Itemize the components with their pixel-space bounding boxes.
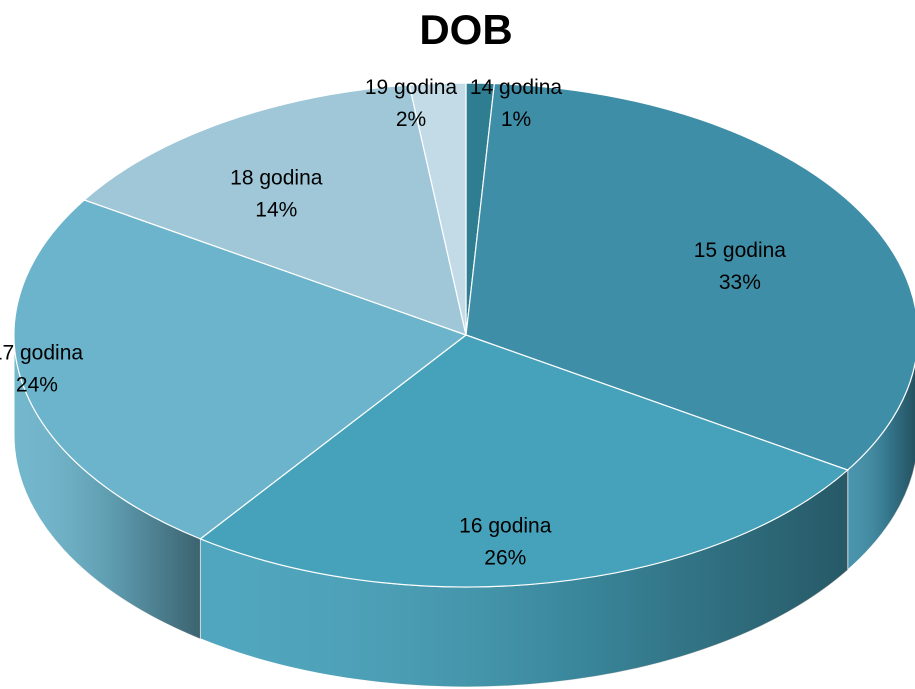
slice-label-16-godina: 16 godina 26% bbox=[459, 514, 552, 569]
slice-side-shade-16-godina bbox=[200, 470, 848, 688]
slice-18-godina bbox=[83, 84, 467, 336]
slice-labels: 14 godina 1% 15 godina 33% 16 godina 26% 17 go… bbox=[0, 76, 786, 569]
slice-label-category: 14 godina bbox=[470, 76, 563, 99]
slice-label-percent: 24% bbox=[16, 374, 58, 397]
slice-label-category: 16 godina bbox=[459, 514, 552, 537]
slice-label-percent: 26% bbox=[484, 546, 526, 569]
slice-label-category: 19 godina bbox=[365, 76, 458, 99]
slice-label-category: 18 godina bbox=[230, 166, 323, 189]
pie-sides bbox=[13, 334, 915, 688]
chart-title: DOB bbox=[419, 6, 512, 53]
slice-label-18-godina: 18 godina 14% bbox=[230, 166, 323, 221]
slice-side-shade-17-godina bbox=[14, 335, 201, 639]
slice-label-17-godina: 17 godina 24% bbox=[0, 342, 83, 397]
slice-side-shade-15-godina bbox=[847, 363, 915, 571]
slice-label-percent: 1% bbox=[501, 108, 531, 131]
slice-15-godina bbox=[465, 82, 915, 471]
slice-label-category: 15 godina bbox=[694, 239, 787, 262]
slice-label-percent: 33% bbox=[719, 271, 761, 294]
slice-label-15-godina: 15 godina 33% bbox=[694, 239, 787, 294]
slice-label-percent: 14% bbox=[255, 198, 297, 221]
slice-17-godina bbox=[13, 199, 468, 540]
pie-slices bbox=[13, 82, 915, 588]
slice-label-percent: 2% bbox=[396, 108, 426, 131]
slice-label-19-godina: 19 godina 2% bbox=[365, 76, 458, 131]
slice-label-category: 17 godina bbox=[0, 342, 83, 365]
slice-label-14-godina: 14 godina 1% bbox=[470, 76, 563, 131]
slice-19-godina bbox=[408, 82, 467, 336]
slice-16-godina bbox=[199, 334, 849, 588]
